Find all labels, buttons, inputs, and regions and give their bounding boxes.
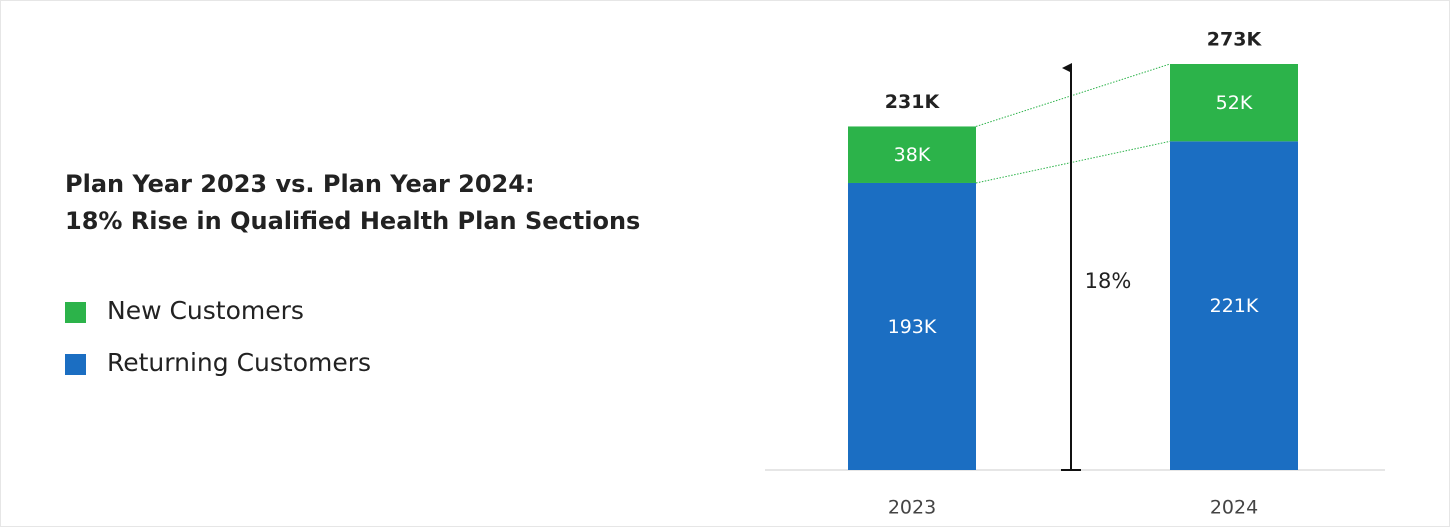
x-tick-label: 2023: [888, 497, 936, 519]
total-label: 231K: [885, 91, 941, 113]
bar-segment: [1170, 64, 1298, 142]
annotation: 18%: [1085, 269, 1132, 293]
bar-segment: [848, 182, 976, 470]
value-label: 221K: [1210, 295, 1259, 317]
bar-segment: [1170, 141, 1298, 471]
x-tick-label: 2024: [1210, 497, 1258, 519]
chart-title: 18% Rise in Qualified Health Plan Sectio…: [65, 207, 640, 235]
legend-swatch: [65, 302, 86, 323]
connector: [975, 140, 1171, 184]
legend-label: Returning Customers: [107, 348, 371, 377]
value-label: 52K: [1216, 92, 1253, 114]
legend-swatch: [65, 354, 86, 375]
total-label: 273K: [1207, 29, 1263, 51]
value-label: 38K: [894, 144, 931, 166]
chart-title: Plan Year 2023 vs. Plan Year 2024:: [65, 170, 535, 198]
connector: [975, 63, 1171, 127]
bar-segment: [848, 126, 976, 183]
legend-label: New Customers: [107, 296, 304, 325]
value-label: 193K: [888, 316, 937, 338]
